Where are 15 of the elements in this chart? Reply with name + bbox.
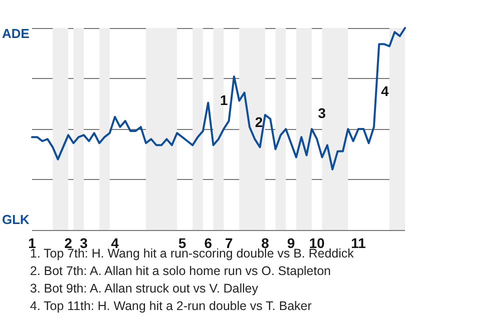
- text: 4. Top 11th: H. Wang hit a 2-run double vs T. Baker: [30, 299, 312, 313]
- annotation: 4: [381, 83, 389, 99]
- x-tick-label: 11: [350, 235, 366, 251]
- x-tick-label: 5: [178, 235, 186, 251]
- x-tick-label: 6: [204, 235, 212, 251]
- text: GLK: [2, 212, 30, 227]
- x-tick-label: 3: [80, 235, 88, 251]
- x-tick-label: 7: [224, 235, 233, 251]
- annotation: 1: [220, 92, 228, 108]
- x-tick-label: 9: [287, 235, 296, 251]
- annotation: 3: [318, 105, 326, 121]
- text: 3. Bot 9th: A. Allan struck out vs V. Dalley: [30, 282, 259, 296]
- text: 2. Bot 7th: A. Allan hit a solo home run vs O. Stapleton: [30, 264, 331, 278]
- text: ADE: [2, 26, 30, 41]
- annotation: 2: [255, 114, 263, 130]
